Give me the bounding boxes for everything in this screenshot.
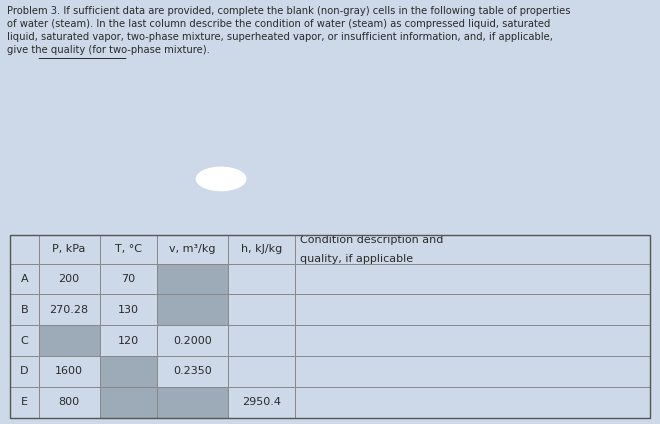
Text: v, m³/kg: v, m³/kg [169, 245, 216, 254]
Bar [10, 356, 39, 387]
Bar [10, 235, 650, 418]
Text: 270.28: 270.28 [50, 305, 88, 315]
Bar [157, 264, 228, 294]
Bar [39, 387, 100, 418]
Bar [295, 264, 650, 294]
Text: E: E [21, 397, 28, 407]
Text: 800: 800 [59, 397, 80, 407]
Bar [39, 294, 100, 325]
Bar [100, 294, 157, 325]
Bar [228, 235, 295, 264]
Bar [295, 325, 650, 356]
Bar [39, 325, 100, 356]
Bar [157, 325, 228, 356]
Text: Problem 3. If sufficient data are provided, complete the blank (non-gray) cells : Problem 3. If sufficient data are provid… [7, 6, 570, 55]
Text: C: C [20, 336, 28, 346]
Text: 1600: 1600 [55, 366, 83, 377]
Text: 130: 130 [118, 305, 139, 315]
Bar [157, 387, 228, 418]
Bar [100, 356, 157, 387]
Text: 70: 70 [121, 274, 135, 284]
Bar [10, 264, 39, 294]
Bar [157, 294, 228, 325]
Bar [100, 235, 157, 264]
Bar [39, 264, 100, 294]
Text: A: A [20, 274, 28, 284]
Bar [295, 356, 650, 387]
Text: 0.2000: 0.2000 [173, 336, 212, 346]
Text: Condition description and: Condition description and [300, 235, 444, 245]
Text: 2950.4: 2950.4 [242, 397, 280, 407]
Text: P, kPa: P, kPa [52, 245, 86, 254]
Ellipse shape [197, 167, 246, 191]
Text: quality, if applicable: quality, if applicable [300, 254, 413, 264]
Bar [295, 387, 650, 418]
Bar [228, 387, 295, 418]
Text: 200: 200 [59, 274, 80, 284]
Bar [10, 387, 39, 418]
Bar [39, 235, 100, 264]
Bar [228, 264, 295, 294]
Text: 120: 120 [117, 336, 139, 346]
Bar [228, 356, 295, 387]
Text: T, °C: T, °C [115, 245, 142, 254]
Bar [157, 356, 228, 387]
Bar [228, 325, 295, 356]
Bar [157, 235, 228, 264]
Text: D: D [20, 366, 28, 377]
Bar [39, 356, 100, 387]
Text: 0.2350: 0.2350 [173, 366, 212, 377]
Bar [100, 387, 157, 418]
Bar [100, 325, 157, 356]
Bar [228, 294, 295, 325]
Text: h, kJ/kg: h, kJ/kg [240, 245, 282, 254]
Text: B: B [20, 305, 28, 315]
Bar [295, 235, 650, 264]
Bar [100, 264, 157, 294]
Bar [10, 325, 39, 356]
Bar [10, 294, 39, 325]
Bar [295, 294, 650, 325]
Bar [10, 235, 39, 264]
